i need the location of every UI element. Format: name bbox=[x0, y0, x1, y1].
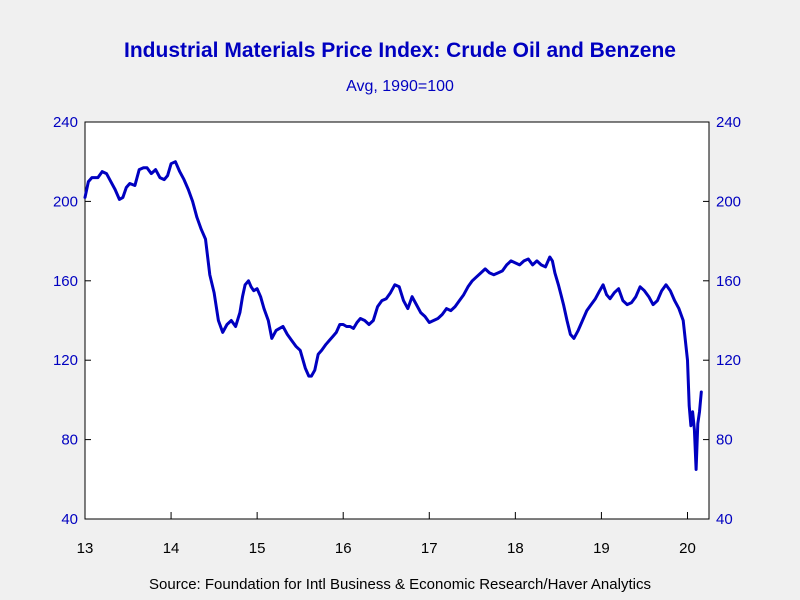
y-tick-label-left: 200 bbox=[53, 193, 78, 210]
x-tick-label: 19 bbox=[593, 540, 610, 557]
y-axis-right: 40 80 120 160 200 240 bbox=[703, 114, 741, 528]
y-tick-label-right: 240 bbox=[716, 114, 741, 131]
source-note: Source: Foundation for Intl Business & E… bbox=[149, 576, 651, 593]
y-tick-label-right: 200 bbox=[716, 193, 741, 210]
y-tick-label-right: 160 bbox=[716, 273, 741, 290]
x-axis: 13 14 15 16 17 18 19 20 bbox=[77, 512, 696, 557]
y-tick-label-right: 120 bbox=[716, 352, 741, 369]
y-tick-label-left: 80 bbox=[61, 432, 78, 449]
x-tick-label: 16 bbox=[335, 540, 352, 557]
x-tick-label: 20 bbox=[679, 540, 696, 557]
chart-title: Industrial Materials Price Index: Crude … bbox=[124, 39, 676, 62]
y-tick-label-right: 80 bbox=[716, 432, 733, 449]
chart-subtitle: Avg, 1990=100 bbox=[346, 78, 454, 95]
y-tick-label-right: 40 bbox=[716, 511, 733, 528]
y-tick-label-left: 160 bbox=[53, 273, 78, 290]
x-tick-label: 14 bbox=[163, 540, 180, 557]
series-line bbox=[83, 160, 703, 471]
y-tick-label-left: 240 bbox=[53, 114, 78, 131]
x-tick-label: 18 bbox=[507, 540, 524, 557]
plot-area bbox=[84, 121, 710, 520]
x-tick-label: 17 bbox=[421, 540, 438, 557]
series-layer bbox=[83, 160, 703, 471]
y-axis-left: 40 80 120 160 200 240 bbox=[53, 114, 91, 528]
y-tick-label-left: 40 bbox=[61, 511, 78, 528]
y-tick-label-left: 120 bbox=[53, 352, 78, 369]
x-tick-label: 15 bbox=[249, 540, 266, 557]
x-tick-label: 13 bbox=[77, 540, 94, 557]
